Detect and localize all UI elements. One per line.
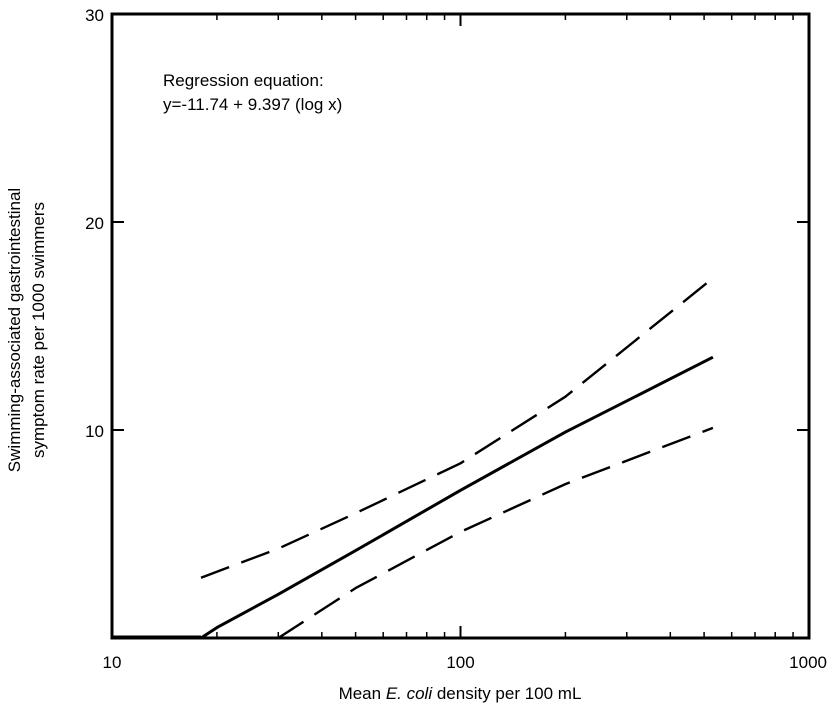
upper-confidence-line: [200, 277, 714, 579]
ticks-layer: 10 100 1000 10 20 30: [85, 6, 827, 672]
x-axis-label-prefix: Mean: [339, 684, 386, 703]
y-axis-label: Swimming-associated gastrointestinal sym…: [5, 188, 48, 472]
y-axis-label-line2: symptom rate per 1000 swimmers: [29, 202, 48, 458]
x-tick-label: 100: [446, 653, 474, 672]
series-layer: [112, 277, 714, 640]
x-tick-label: 10: [103, 653, 122, 672]
regression-equation: y=-11.74 + 9.397 (log x): [163, 95, 342, 114]
y-tick-label: 20: [85, 214, 104, 233]
y-tick-label: 10: [85, 422, 104, 441]
x-axis-label-suffix: density per 100 mL: [432, 684, 581, 703]
x-tick-label: 1000: [789, 653, 827, 672]
y-tick-label: 30: [85, 6, 104, 25]
regression-equation-label: Regression equation:: [163, 71, 324, 90]
x-axis-label-italic: E. coli: [386, 684, 434, 703]
regression-line: [200, 355, 714, 640]
lower-confidence-line: [277, 426, 714, 640]
y-axis-label-line1: Swimming-associated gastrointestinal: [5, 188, 24, 472]
x-axis-label: Mean E. coli density per 100 mL: [339, 684, 582, 703]
